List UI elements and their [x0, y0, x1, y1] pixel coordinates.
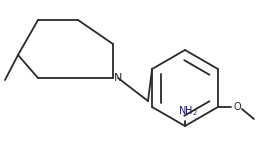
- Text: N: N: [114, 73, 122, 83]
- Text: O: O: [234, 102, 242, 112]
- Text: NH$_2$: NH$_2$: [178, 104, 198, 118]
